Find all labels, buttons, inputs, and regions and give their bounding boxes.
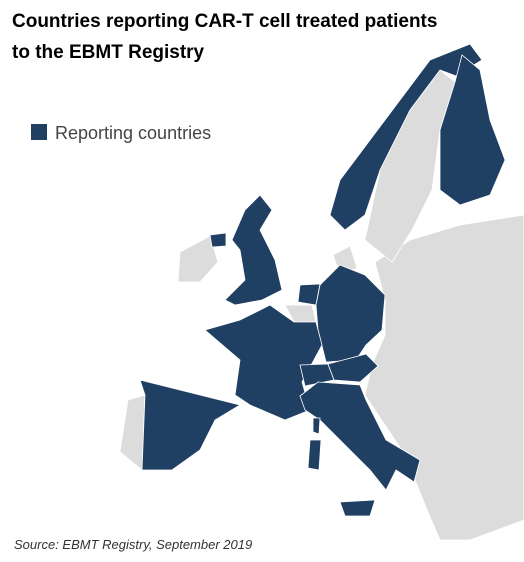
title-line-1: Countries reporting CAR-T cell treated p… [12, 11, 437, 32]
legend-swatch [31, 124, 47, 140]
map [119, 43, 524, 541]
legend-label: Reporting countries [55, 123, 211, 143]
eastern-europe [364, 214, 524, 541]
italy [299, 381, 421, 491]
germany [315, 264, 386, 363]
united-kingdom [224, 194, 283, 306]
corsica [312, 417, 321, 435]
spain [139, 379, 242, 471]
northern-ireland [209, 232, 227, 248]
source: Source: EBMT Registry, September 2019 [14, 537, 252, 552]
ireland [177, 235, 219, 283]
sardinia [307, 439, 322, 471]
france [204, 304, 323, 421]
sicily [339, 499, 376, 517]
portugal [119, 394, 146, 471]
austria [327, 353, 379, 383]
title-line-2: to the EBMT Registry [12, 42, 205, 63]
finland [439, 54, 506, 206]
